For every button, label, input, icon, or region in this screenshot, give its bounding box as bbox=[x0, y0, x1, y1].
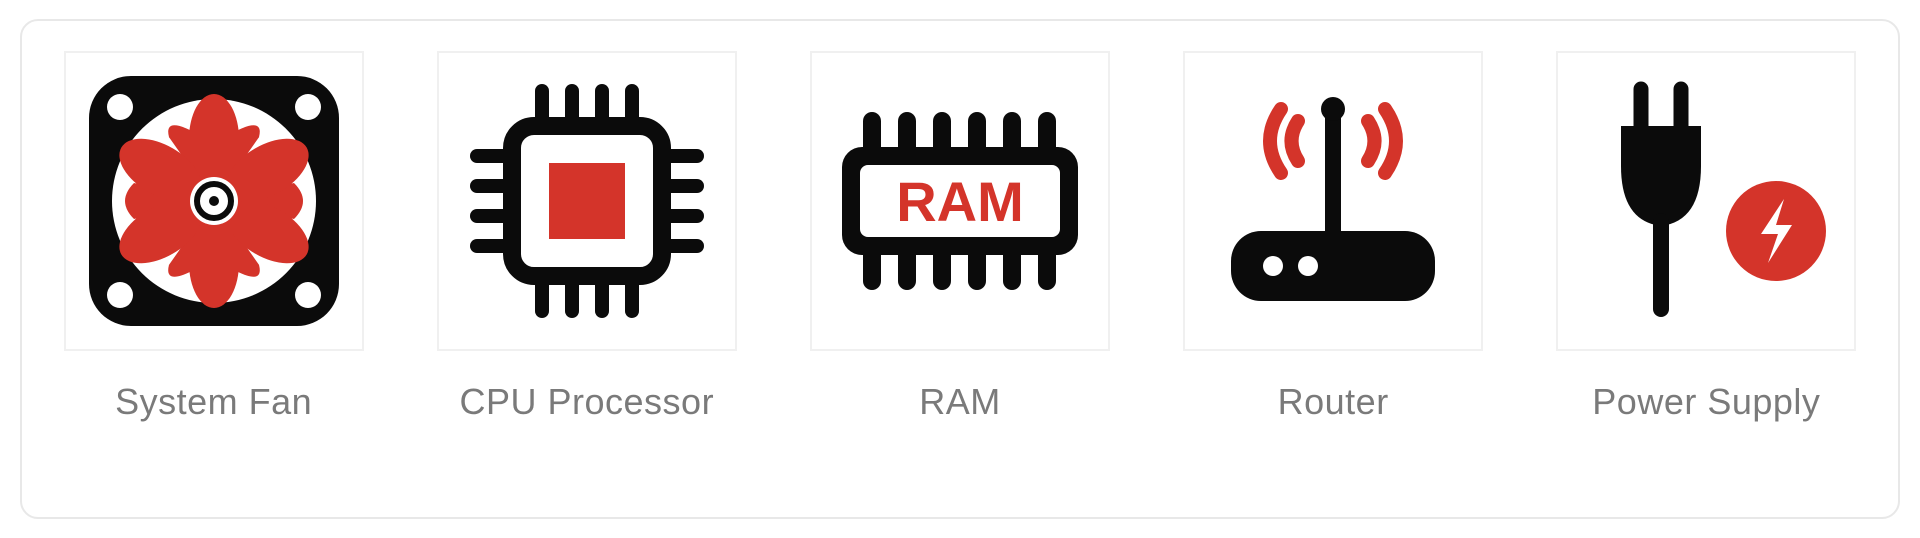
ram-text: RAM bbox=[896, 170, 1024, 233]
card-cpu-processor: CPU Processor bbox=[437, 51, 737, 423]
card-power-supply: Power Supply bbox=[1556, 51, 1856, 423]
icon-label: Router bbox=[1278, 381, 1389, 423]
icon-label: Power Supply bbox=[1592, 381, 1820, 423]
icon-box bbox=[1183, 51, 1483, 351]
card-router: Router bbox=[1183, 51, 1483, 423]
ram-icon: RAM bbox=[820, 101, 1100, 301]
system-fan-icon bbox=[74, 61, 354, 341]
icon-box bbox=[437, 51, 737, 351]
icon-label: System Fan bbox=[115, 381, 312, 423]
card-system-fan: System Fan bbox=[64, 51, 364, 423]
icon-label: CPU Processor bbox=[460, 381, 715, 423]
icon-label: RAM bbox=[919, 381, 1001, 423]
icon-box bbox=[1556, 51, 1856, 351]
card-ram: RAM RAM bbox=[810, 51, 1110, 423]
icon-grid: System Fan bbox=[20, 19, 1900, 519]
router-icon bbox=[1203, 71, 1463, 331]
cpu-processor-icon bbox=[457, 71, 717, 331]
icon-box: RAM bbox=[810, 51, 1110, 351]
icon-box bbox=[64, 51, 364, 351]
power-supply-icon bbox=[1566, 71, 1846, 331]
